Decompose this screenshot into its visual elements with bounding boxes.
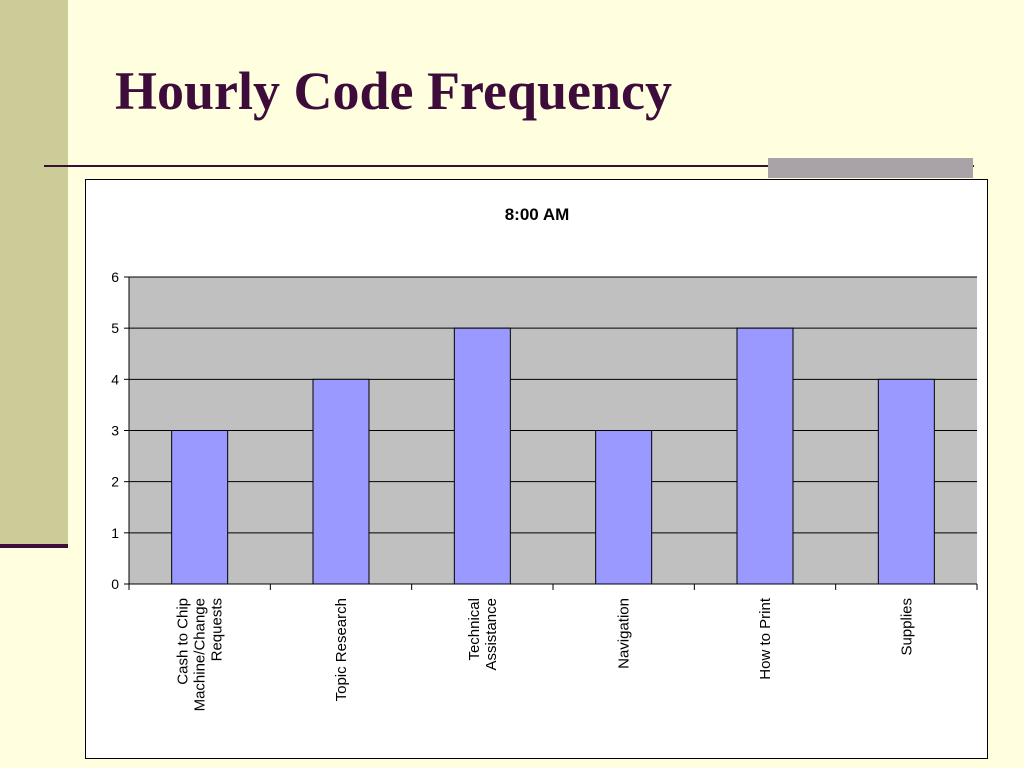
bar (736, 327, 794, 585)
x-category-label: Cash to ChipMachine/ChangeRequests (175, 598, 226, 711)
side-band (0, 0, 68, 548)
y-tick-label: 3 (111, 423, 119, 439)
bar (171, 430, 229, 585)
y-tick-label: 4 (111, 371, 119, 387)
bar (453, 327, 511, 585)
accent-block (768, 158, 973, 178)
bar-chart: 8:00 AM 0 1 2 3 4 5 6 Cash to ChipMachine/Chang… (111, 205, 978, 711)
y-tick-label: 1 (111, 525, 119, 541)
chart-frame: 8:00 AM 0 1 2 3 4 5 6 Cash to ChipMachine/Chang… (85, 179, 988, 759)
x-category-label: TechnicalAssistance (466, 598, 500, 671)
x-category-label: Supplies (898, 598, 915, 656)
y-tick-label: 6 (111, 269, 119, 285)
bar (595, 430, 653, 585)
y-tick-label: 5 (111, 320, 119, 336)
x-category-label: Navigation (616, 598, 633, 669)
y-tick-label: 0 (111, 576, 119, 592)
side-rule (0, 544, 68, 548)
bar (877, 378, 935, 585)
chart-title: 8:00 AM (505, 205, 570, 224)
x-category-label: How to Print (757, 597, 774, 680)
x-category-label: Topic Research (333, 598, 350, 701)
title-divider (44, 165, 974, 167)
slide-title: Hourly Code Frequency (115, 61, 672, 121)
bar (312, 378, 370, 585)
y-tick-label: 2 (111, 474, 119, 490)
